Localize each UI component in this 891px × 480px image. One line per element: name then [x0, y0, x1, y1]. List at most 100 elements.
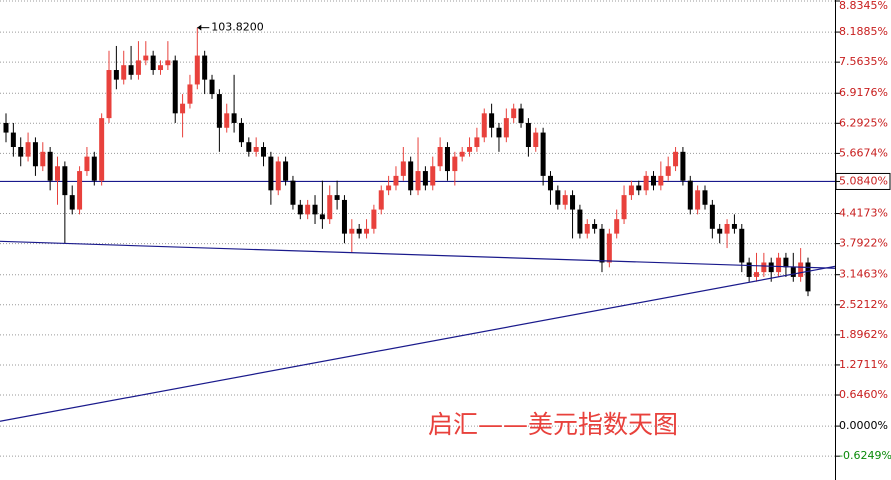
- y-tick-label: 3.1463%: [839, 268, 888, 281]
- candle-body: [739, 228, 745, 263]
- candle-body: [489, 113, 495, 128]
- candle-body: [10, 132, 16, 148]
- candle-body: [614, 219, 620, 234]
- candle-body: [695, 190, 701, 210]
- candle-body: [128, 65, 134, 75]
- candle-body: [268, 156, 274, 191]
- candle-body: [422, 171, 428, 186]
- candle-body: [768, 262, 774, 273]
- y-tick-label: 4.4173%: [839, 207, 888, 220]
- annotation-arrowhead: [197, 24, 202, 31]
- candle-body: [393, 175, 399, 186]
- candle-body: [143, 55, 149, 61]
- candle-body: [584, 224, 590, 234]
- candle-body: [40, 151, 46, 167]
- candle-body: [231, 113, 237, 123]
- candle-body: [327, 195, 333, 220]
- candle-body: [261, 147, 267, 157]
- candle-body: [305, 204, 311, 215]
- trendline: [0, 265, 836, 422]
- candle-body: [349, 228, 355, 234]
- candle-body: [202, 55, 208, 80]
- candle-body: [746, 262, 752, 277]
- candle-body: [606, 233, 612, 263]
- candle-body: [555, 190, 561, 205]
- candle-body: [356, 228, 362, 234]
- candle-body: [275, 161, 281, 191]
- candle-body: [371, 209, 377, 229]
- y-tick-label: 6.9176%: [839, 86, 888, 99]
- candle-body: [430, 166, 436, 186]
- y-tick-label: 6.2925%: [839, 116, 888, 129]
- candle-body: [135, 60, 141, 75]
- candle-body: [673, 151, 679, 167]
- candle-body: [253, 147, 259, 152]
- candle-body: [400, 161, 406, 176]
- candle-body: [216, 94, 222, 128]
- y-tick-label: -0.6249%: [839, 449, 891, 462]
- candle-body: [709, 204, 715, 229]
- candle-body: [511, 108, 517, 119]
- candle-body: [680, 151, 686, 181]
- candle-body: [599, 228, 605, 263]
- candle-body: [69, 195, 75, 210]
- candle-body: [408, 161, 414, 191]
- candle-body: [437, 147, 443, 167]
- candle-body: [643, 175, 649, 191]
- candle-body: [224, 113, 230, 128]
- y-tick-label: 1.8962%: [839, 328, 888, 341]
- candle-body: [650, 175, 656, 186]
- candle-body: [525, 122, 531, 148]
- y-tick-label: 1.2711%: [839, 358, 888, 371]
- candle-body: [540, 132, 546, 176]
- candle-body: [91, 156, 97, 181]
- y-tick-label: 8.1885%: [839, 25, 888, 38]
- candle-body: [47, 151, 53, 181]
- candle-body: [805, 262, 811, 292]
- candle-body: [290, 180, 296, 205]
- candle-body: [18, 147, 24, 157]
- candle-body: [570, 195, 576, 210]
- candle-body: [687, 180, 693, 210]
- candle-body: [798, 262, 804, 277]
- candle-body: [62, 166, 68, 196]
- candle-body: [452, 156, 458, 172]
- candle-body: [547, 175, 553, 191]
- candle-body: [636, 185, 642, 191]
- candle-body: [577, 209, 583, 234]
- candle-body: [209, 79, 215, 95]
- candle-body: [180, 103, 186, 114]
- candle-body: [444, 147, 450, 172]
- trendline: [0, 240, 836, 269]
- candle-body: [378, 190, 384, 210]
- candle-body: [32, 142, 38, 167]
- candle-body: [341, 199, 347, 234]
- candle-body: [776, 257, 782, 273]
- candle-body: [312, 204, 318, 215]
- candle-body: [702, 190, 708, 205]
- candle-body: [717, 228, 723, 234]
- candle-body: [518, 108, 524, 123]
- candle-body: [658, 175, 664, 186]
- y-tick-label: 2.5212%: [839, 298, 888, 311]
- candle-body: [790, 267, 796, 277]
- candle-body: [25, 142, 31, 157]
- candle-body: [481, 113, 487, 138]
- candle-body: [55, 166, 61, 181]
- candle-body: [158, 65, 164, 71]
- candle-body: [503, 118, 509, 138]
- candle-body: [467, 147, 473, 152]
- candle-body: [724, 224, 730, 234]
- y-tick-label: 0.0000%: [839, 419, 888, 432]
- annotation-label: 103.8200: [211, 21, 263, 34]
- candle-body: [150, 55, 156, 71]
- y-tick-label: 8.8345%: [839, 0, 888, 12]
- candle-body: [3, 122, 9, 133]
- candle-body: [783, 257, 789, 268]
- y-tick-label: 0.6460%: [839, 388, 888, 401]
- y-tick-label: 5.6674%: [839, 146, 888, 159]
- candle-body: [121, 65, 127, 80]
- candle-body: [283, 161, 289, 181]
